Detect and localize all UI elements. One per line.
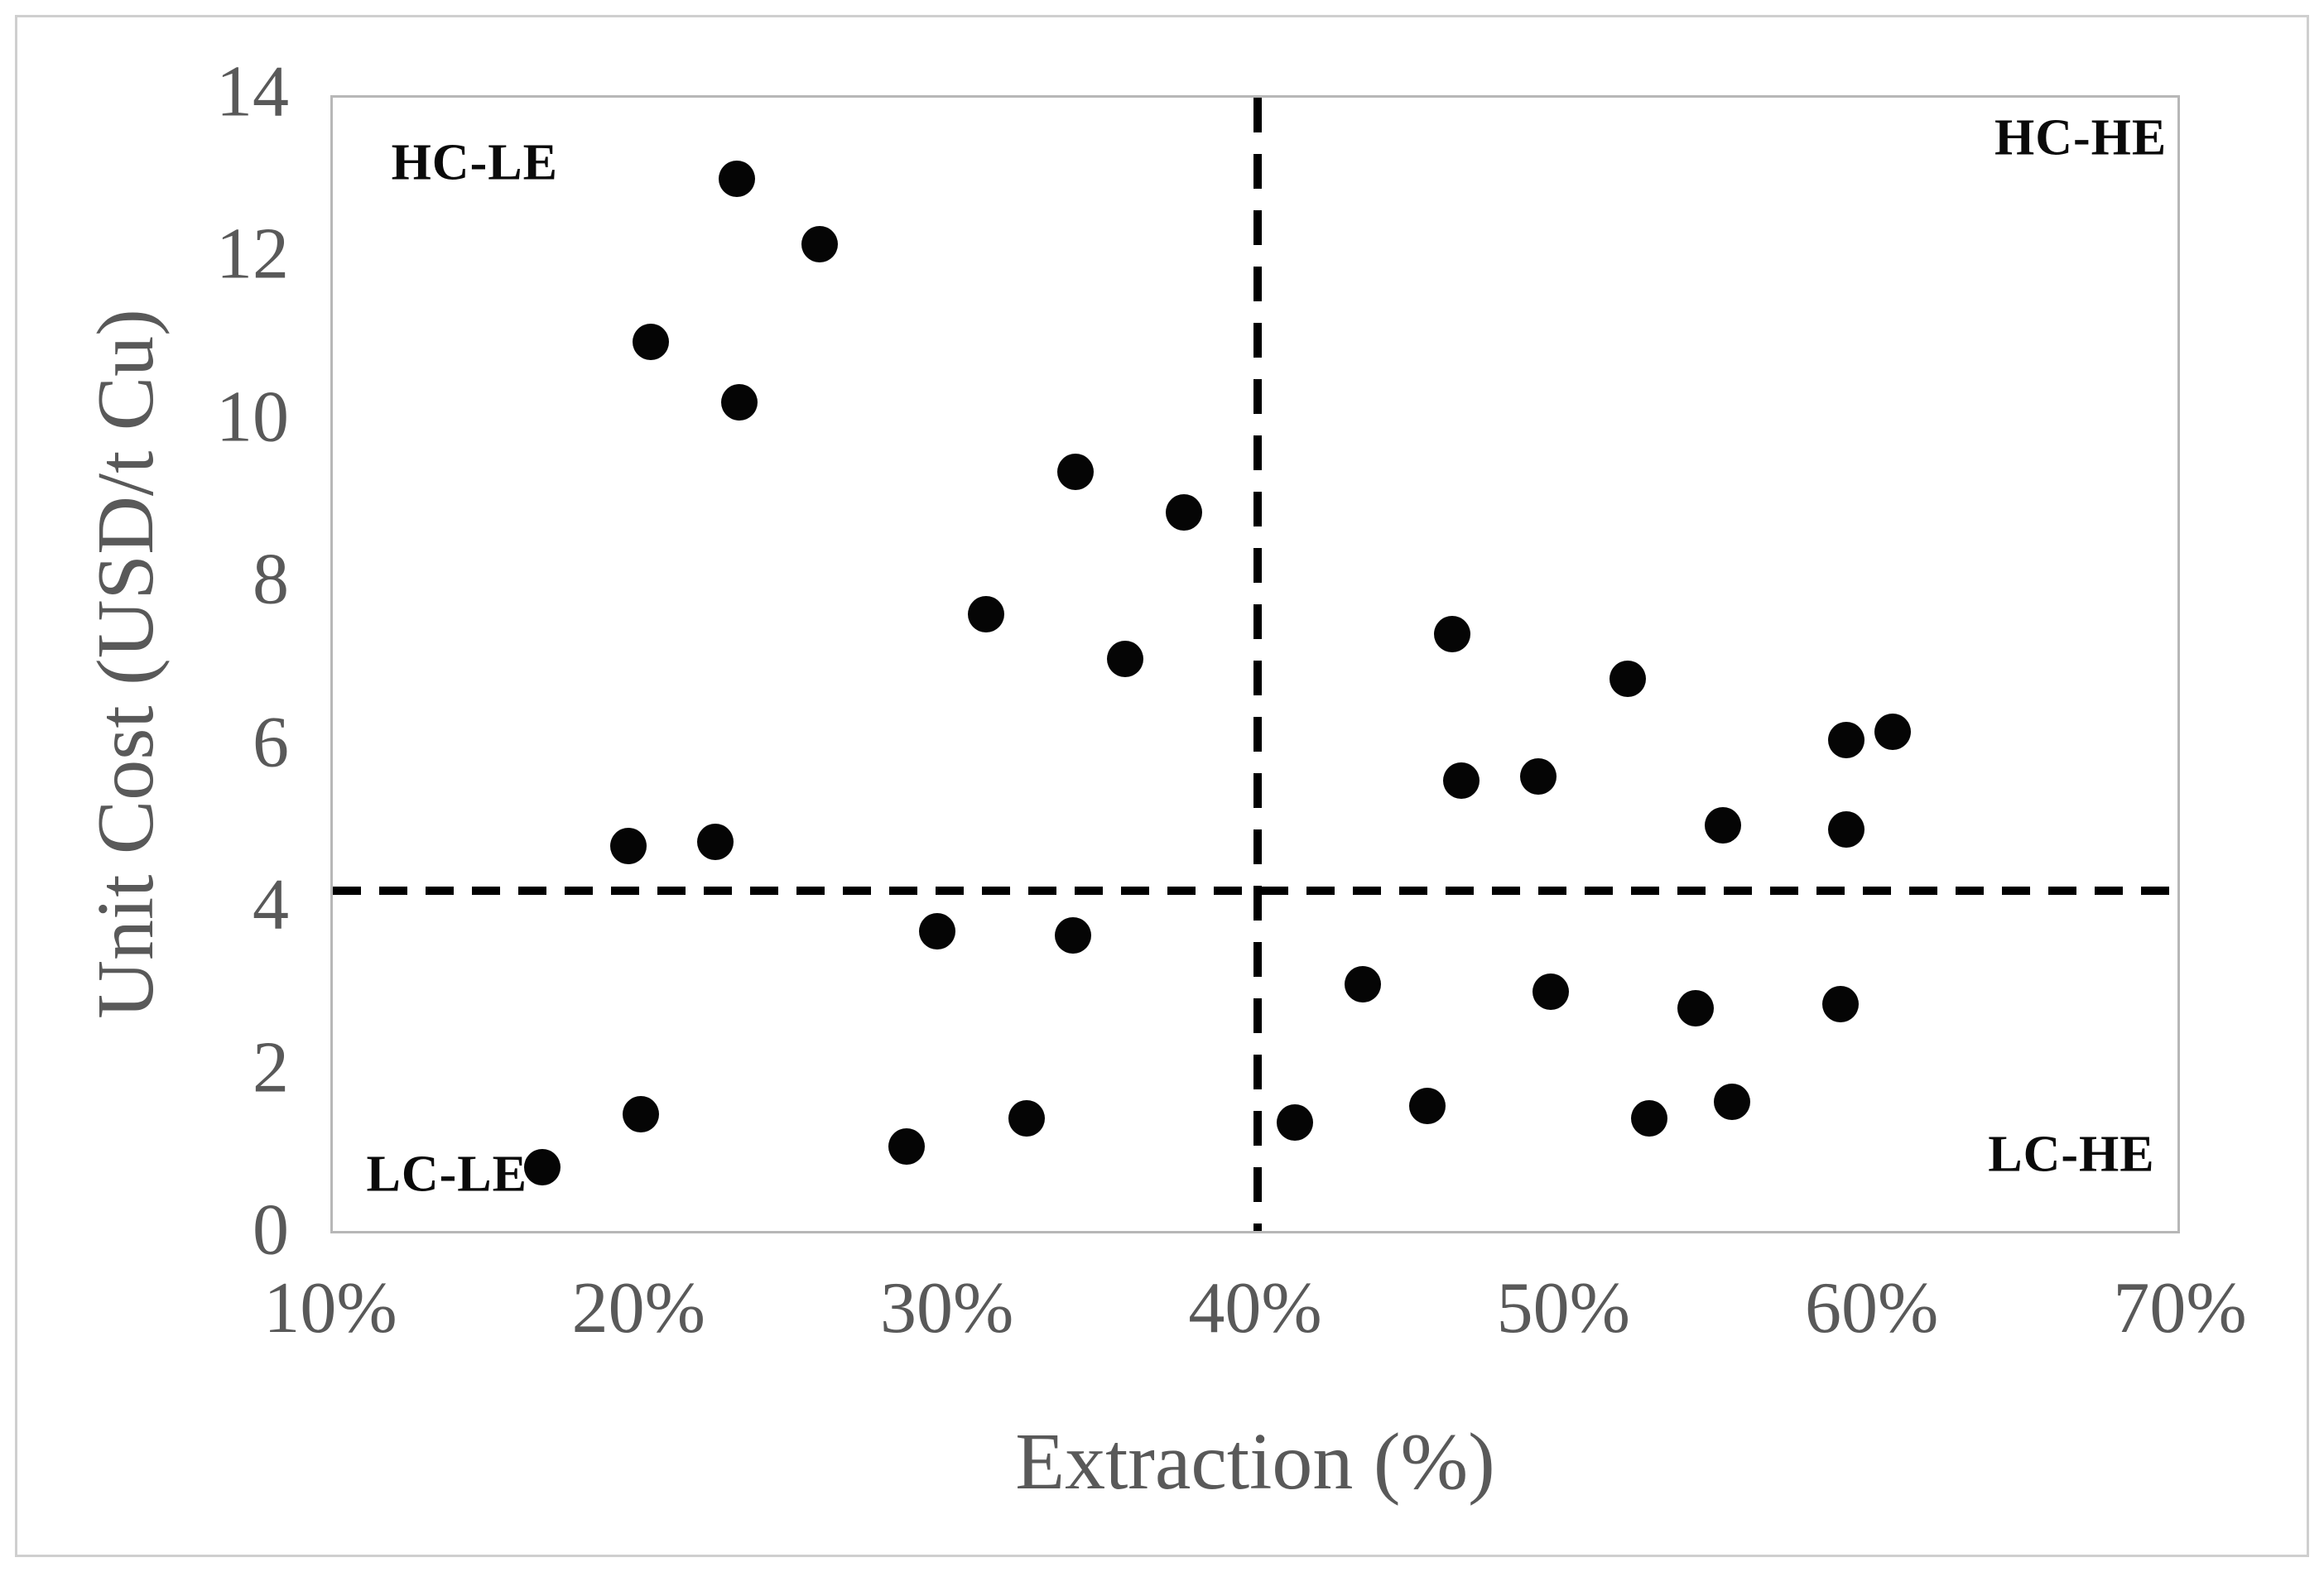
data-point — [1057, 453, 1095, 490]
data-point — [696, 823, 734, 860]
data-point — [801, 225, 839, 262]
data-point — [1874, 714, 1911, 751]
data-point — [1821, 986, 1859, 1023]
data-point — [1828, 721, 1865, 758]
data-point — [1828, 810, 1865, 848]
data-point — [1276, 1103, 1313, 1141]
data-point — [1714, 1083, 1751, 1120]
data-point — [888, 1127, 925, 1165]
data-point — [610, 827, 647, 864]
x-tick-label: 30% — [880, 1268, 1014, 1348]
data-point — [623, 1095, 660, 1132]
data-point — [1442, 762, 1480, 799]
data-point — [1408, 1087, 1446, 1124]
y-tick-label: 4 — [253, 864, 289, 945]
quadrant-label-lc-le: LC-LE — [366, 1146, 527, 1203]
x-tick-label: 70% — [2113, 1268, 2247, 1348]
data-point — [1344, 965, 1381, 1002]
quadrant-label-hc-le: HC-LE — [391, 134, 558, 191]
y-tick-label: 8 — [253, 539, 289, 620]
y-axis-title: Unit Cost (USD/t Cu) — [81, 309, 171, 1019]
y-tick-label: 0 — [253, 1190, 289, 1271]
x-tick-label: 40% — [1188, 1268, 1322, 1348]
y-tick-label: 14 — [216, 51, 289, 132]
y-tick-label: 6 — [253, 702, 289, 783]
data-point — [1054, 916, 1091, 954]
data-point — [1008, 1099, 1045, 1137]
plot-area: HC-LE HC-HE LC-LE LC-HE — [330, 95, 2180, 1233]
y-tick-label: 12 — [216, 214, 289, 295]
data-point — [1433, 616, 1470, 653]
data-point — [718, 161, 755, 198]
y-tick-label: 2 — [253, 1027, 289, 1108]
x-tick-label: 20% — [571, 1268, 705, 1348]
x-axis-title: Extraction (%) — [1015, 1417, 1495, 1507]
data-point — [524, 1148, 561, 1185]
data-point — [1705, 807, 1742, 844]
data-point — [1106, 640, 1143, 677]
y-tick-label: 10 — [216, 377, 289, 458]
data-point — [918, 912, 955, 949]
data-point — [632, 323, 669, 360]
x-tick-label: 10% — [263, 1268, 397, 1348]
x-tick-label: 60% — [1805, 1268, 1939, 1348]
x-tick-label: 50% — [1496, 1268, 1630, 1348]
data-point — [721, 384, 758, 421]
data-point — [1532, 973, 1569, 1011]
data-point — [1609, 661, 1646, 698]
vertical-threshold-line — [1253, 98, 1262, 1231]
data-point — [1519, 758, 1557, 796]
quadrant-label-lc-he: LC-HE — [1988, 1126, 2155, 1183]
quadrant-label-hc-he: HC-HE — [1994, 109, 2168, 166]
data-point — [1165, 493, 1202, 531]
data-point — [968, 595, 1005, 632]
data-point — [1630, 1099, 1667, 1137]
data-point — [1677, 990, 1714, 1026]
